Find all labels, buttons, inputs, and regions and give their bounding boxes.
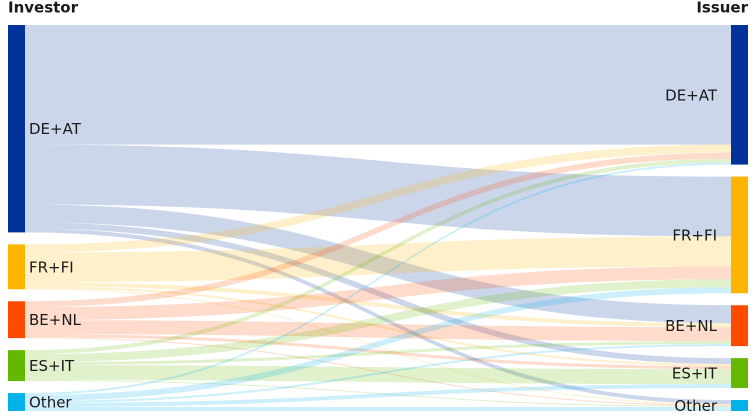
flow — [25, 407, 731, 411]
flow — [25, 158, 731, 355]
right-node-label: DE+AT — [665, 86, 718, 104]
left-node-label: FR+FI — [29, 258, 74, 276]
flow — [25, 25, 731, 145]
flow — [25, 286, 731, 367]
left-node — [8, 301, 25, 339]
left-node-label: BE+NL — [29, 311, 82, 329]
left-node-label: Other — [29, 394, 72, 412]
right-node — [731, 176, 748, 294]
flow — [25, 144, 731, 253]
right-title: Issuer — [696, 0, 748, 17]
left-title: Investor — [8, 0, 79, 17]
flow — [25, 334, 731, 370]
left-node-label: DE+AT — [29, 120, 82, 138]
right-node — [731, 400, 748, 411]
flow — [25, 279, 731, 363]
flow — [25, 282, 731, 328]
flow — [25, 344, 731, 404]
flow — [25, 266, 731, 321]
right-node-label: BE+NL — [665, 317, 718, 335]
right-node — [731, 305, 748, 347]
flow — [25, 228, 731, 405]
flow — [25, 162, 731, 396]
flow — [25, 380, 731, 408]
flow — [25, 365, 731, 385]
left-node — [8, 244, 25, 290]
nodes: DE+AT FR+FI BE+NL ES+IT Other DE+AT FR+FI BE+NL… — [8, 25, 748, 415]
flow — [25, 204, 731, 324]
flow — [25, 222, 731, 365]
flow — [25, 341, 731, 366]
right-node-label: Other — [674, 397, 717, 415]
flow — [25, 384, 731, 408]
right-node — [731, 358, 748, 389]
left-node — [8, 393, 25, 411]
flow — [25, 144, 731, 237]
flow — [25, 320, 731, 342]
right-node-label: ES+IT — [672, 365, 718, 383]
flow — [25, 287, 731, 402]
flow — [25, 288, 731, 406]
left-node — [8, 25, 25, 233]
right-node — [731, 25, 748, 165]
flow — [25, 152, 731, 308]
left-node-label: ES+IT — [29, 357, 75, 375]
flow — [25, 236, 731, 283]
flow — [25, 337, 731, 407]
links — [25, 25, 731, 411]
left-node — [8, 350, 25, 382]
right-node-label: FR+FI — [672, 226, 717, 244]
